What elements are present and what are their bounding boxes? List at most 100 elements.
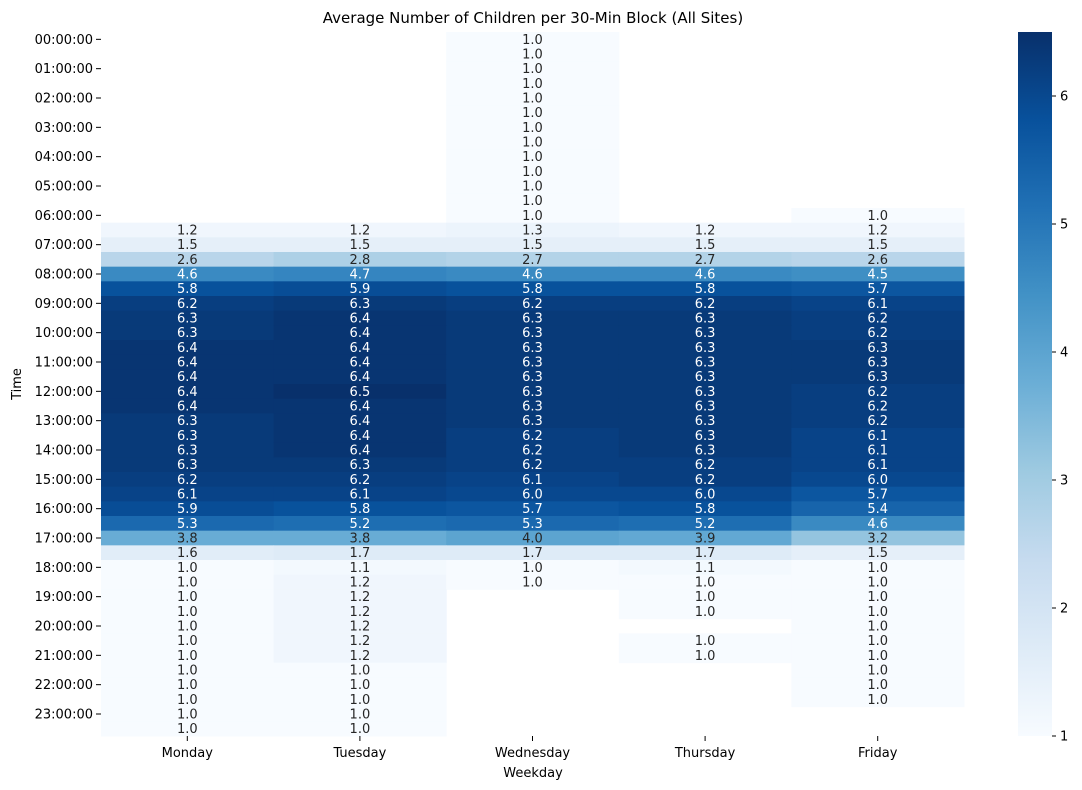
heatmap-cell-labels: 1.01.01.01.01.01.01.01.01.01.01.01.01.0 1… (177, 33, 888, 737)
cell-value-label: 5.7 (867, 488, 888, 503)
cell-value-label: 6.2 (867, 326, 888, 341)
cell-value-label: 6.3 (695, 400, 716, 415)
heatmap-cell (273, 706, 447, 722)
y-axis-label: Time (10, 368, 25, 401)
heatmap-cell (101, 618, 275, 634)
heatmap-cell (791, 530, 965, 546)
heatmap-cell (273, 398, 447, 414)
heatmap-cell (101, 428, 275, 444)
x-tick-label: Friday (858, 746, 898, 761)
cell-value-label: 1.0 (867, 649, 888, 664)
heatmap-cell (618, 369, 792, 385)
cell-value-label: 6.2 (867, 400, 888, 415)
heatmap-cell (791, 354, 965, 370)
heatmap-cell (446, 340, 620, 356)
cell-value-label: 5.8 (177, 282, 198, 297)
cell-value-label: 1.0 (177, 678, 198, 693)
heatmap-cell (446, 32, 620, 48)
cell-value-label: 1.0 (522, 576, 543, 591)
heatmap-cell (101, 560, 275, 576)
cell-value-label: 3.9 (695, 532, 716, 547)
heatmap-cell (446, 384, 620, 400)
cell-value-label: 5.4 (867, 502, 888, 517)
heatmap-cell (446, 105, 620, 121)
cell-value-label: 6.3 (695, 356, 716, 371)
y-tick-label: 07:00:00 (35, 238, 93, 253)
heatmap-cell (618, 574, 792, 590)
cell-value-label: 6.1 (867, 444, 888, 459)
cell-value-label: 6.4 (350, 370, 371, 385)
cell-value-label: 1.0 (867, 664, 888, 679)
cell-value-label: 1.2 (350, 224, 371, 239)
cell-value-label: 1.0 (177, 693, 198, 708)
cell-value-label: 1.0 (867, 209, 888, 224)
heatmap-cell (273, 281, 447, 297)
heatmap-cell (618, 457, 792, 473)
cell-value-label: 6.2 (867, 312, 888, 327)
heatmap-cell (446, 413, 620, 429)
cell-value-label: 1.0 (867, 693, 888, 708)
heatmap-cell (101, 692, 275, 708)
heatmap-cell (791, 574, 965, 590)
heatmap-cell (101, 340, 275, 356)
cell-value-label: 1.5 (867, 238, 888, 253)
heatmap-cell (618, 354, 792, 370)
heatmap-cell (446, 560, 620, 576)
cell-value-label: 6.1 (867, 297, 888, 312)
heatmap-cell (273, 413, 447, 429)
cell-value-label: 6.3 (522, 400, 543, 415)
heatmap-cell (791, 252, 965, 268)
cell-value-label: 5.3 (522, 517, 543, 532)
heatmap-cell (791, 413, 965, 429)
heatmap-cell (791, 648, 965, 664)
heatmap-cell (618, 296, 792, 312)
cell-value-label: 6.2 (350, 473, 371, 488)
heatmap-cell (618, 486, 792, 502)
cell-value-label: 6.2 (522, 444, 543, 459)
heatmap-cell (101, 648, 275, 664)
cell-value-label: 5.8 (522, 282, 543, 297)
cell-value-label: 5.2 (695, 517, 716, 532)
cell-value-label: 3.2 (867, 532, 888, 547)
heatmap-cell (618, 472, 792, 488)
heatmap-cell (446, 296, 620, 312)
heatmap-cell (273, 252, 447, 268)
cell-value-label: 2.8 (350, 253, 371, 268)
heatmap-cell (791, 472, 965, 488)
cell-value-label: 4.6 (177, 268, 198, 283)
cell-value-label: 5.9 (350, 282, 371, 297)
y-tick-label: 11:00:00 (35, 356, 93, 371)
cell-value-label: 6.3 (522, 414, 543, 429)
cell-value-label: 1.0 (867, 634, 888, 649)
x-axis-label: Weekday (503, 766, 563, 781)
cell-value-label: 1.0 (350, 722, 371, 737)
y-tick-label: 17:00:00 (35, 532, 93, 547)
cell-value-label: 6.3 (695, 444, 716, 459)
cell-value-label: 2.7 (522, 253, 543, 268)
cell-value-label: 6.3 (695, 312, 716, 327)
cell-value-label: 1.3 (522, 224, 543, 239)
x-tick-label: Wednesday (495, 746, 571, 761)
cell-value-label: 1.0 (177, 634, 198, 649)
heatmap-cell (273, 677, 447, 693)
cell-value-label: 6.4 (177, 341, 198, 356)
heatmap-cell (791, 384, 965, 400)
heatmap-cell (791, 266, 965, 282)
cell-value-label: 6.3 (695, 414, 716, 429)
heatmap-cell (101, 384, 275, 400)
cell-value-label: 6.0 (695, 488, 716, 503)
heatmap-cell (273, 501, 447, 517)
heatmap-cell (273, 384, 447, 400)
cell-value-label: 6.3 (522, 326, 543, 341)
cell-value-label: 1.5 (695, 238, 716, 253)
heatmap-cell (618, 560, 792, 576)
heatmap-cell (273, 472, 447, 488)
cell-value-label: 6.3 (350, 297, 371, 312)
cell-value-label: 6.4 (350, 312, 371, 327)
heatmap-cell (791, 618, 965, 634)
cell-value-label: 5.7 (867, 282, 888, 297)
colorbar-tick-label: 5 (1060, 218, 1068, 233)
heatmap-cell (101, 398, 275, 414)
cell-value-label: 1.0 (350, 708, 371, 723)
heatmap-cell (101, 633, 275, 649)
